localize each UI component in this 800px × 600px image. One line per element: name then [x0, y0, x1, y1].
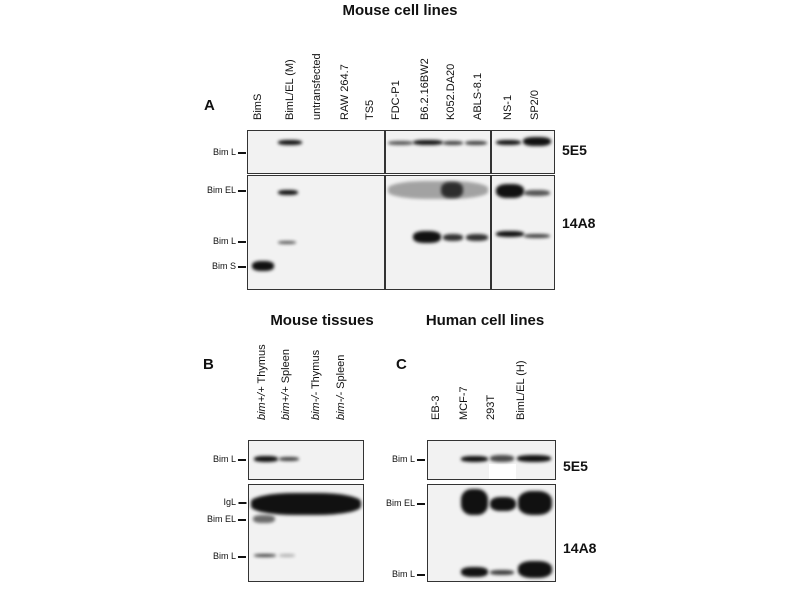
- lane-label: untransfected: [311, 53, 323, 120]
- lane-label: B6.2.16BW2: [419, 58, 431, 120]
- tissue: Thymus: [310, 349, 322, 392]
- panel-a-14a8-blot: [247, 175, 555, 290]
- antibody-14a8: 14A8: [563, 540, 597, 556]
- panel-c-title: Human cell lines: [425, 312, 545, 329]
- genotype: bim-/-: [335, 391, 347, 420]
- genotype: bim+/+: [256, 386, 268, 420]
- marker-bim-l: Bim L: [213, 236, 246, 246]
- antibody-5e5: 5E5: [562, 142, 587, 158]
- panel-b-14a8-blot: [248, 484, 364, 582]
- marker-bim-l: Bim L: [213, 454, 246, 464]
- panel-a-letter: A: [204, 97, 215, 114]
- marker-bim-el: Bim EL: [386, 498, 425, 508]
- marker-bim-el: Bim EL: [207, 185, 246, 195]
- genotype: bim-/-: [310, 391, 322, 420]
- lane-label: ABLS-8.1: [472, 72, 484, 120]
- panel-a-title: Mouse cell lines: [342, 2, 458, 19]
- genotype: bim+/+: [280, 386, 292, 420]
- lane-label: SP2/0: [529, 90, 541, 120]
- panel-b-letter: B: [203, 356, 214, 373]
- lane-label: EB-3: [430, 395, 442, 420]
- panel-c-letter: C: [396, 356, 407, 373]
- panel-c-5e5-blot: [427, 440, 556, 480]
- lane-label: BimS: [252, 93, 264, 120]
- tissue: Thymus: [256, 344, 268, 387]
- lane-label: bim+/+ Thymus: [256, 344, 268, 420]
- marker-bim-s: Bim S: [212, 261, 246, 271]
- tissue: Spleen: [280, 349, 292, 387]
- panel-a-5e5-blot: [247, 130, 555, 174]
- marker-bim-l: Bim L: [392, 569, 425, 579]
- panel-c-14a8-blot: [427, 484, 556, 582]
- lane-label: bim-/- Thymus: [310, 350, 322, 420]
- marker-bim-l: Bim L: [213, 147, 246, 157]
- lane-label: FDC-P1: [390, 80, 402, 120]
- lane-label: BimL/EL (M): [284, 59, 296, 120]
- panel-b-title: Mouse tissues: [270, 312, 374, 329]
- marker-bim-el: Bim EL: [207, 514, 246, 524]
- antibody-14a8: 14A8: [562, 215, 596, 231]
- lane-label: 293T: [485, 394, 497, 420]
- antibody-5e5: 5E5: [563, 458, 588, 474]
- lane-label: RAW 264.7: [339, 64, 351, 120]
- marker-bim-l: Bim L: [213, 551, 246, 561]
- lane-label: MCF-7: [458, 386, 470, 420]
- panel-b-5e5-blot: [248, 440, 364, 480]
- lane-label: BimL/EL (H): [515, 360, 527, 421]
- lane-label: K052.DA20: [445, 63, 457, 120]
- marker-bim-l: Bim L: [392, 454, 425, 464]
- lane-label: NS-1: [502, 94, 514, 120]
- marker-igl: IgL: [223, 497, 246, 507]
- lane-label: bim+/+ Spleen: [280, 349, 292, 420]
- lane-label: bim-/- Spleen: [335, 355, 347, 420]
- tissue: Spleen: [335, 354, 347, 392]
- lane-label: TS5: [364, 99, 376, 120]
